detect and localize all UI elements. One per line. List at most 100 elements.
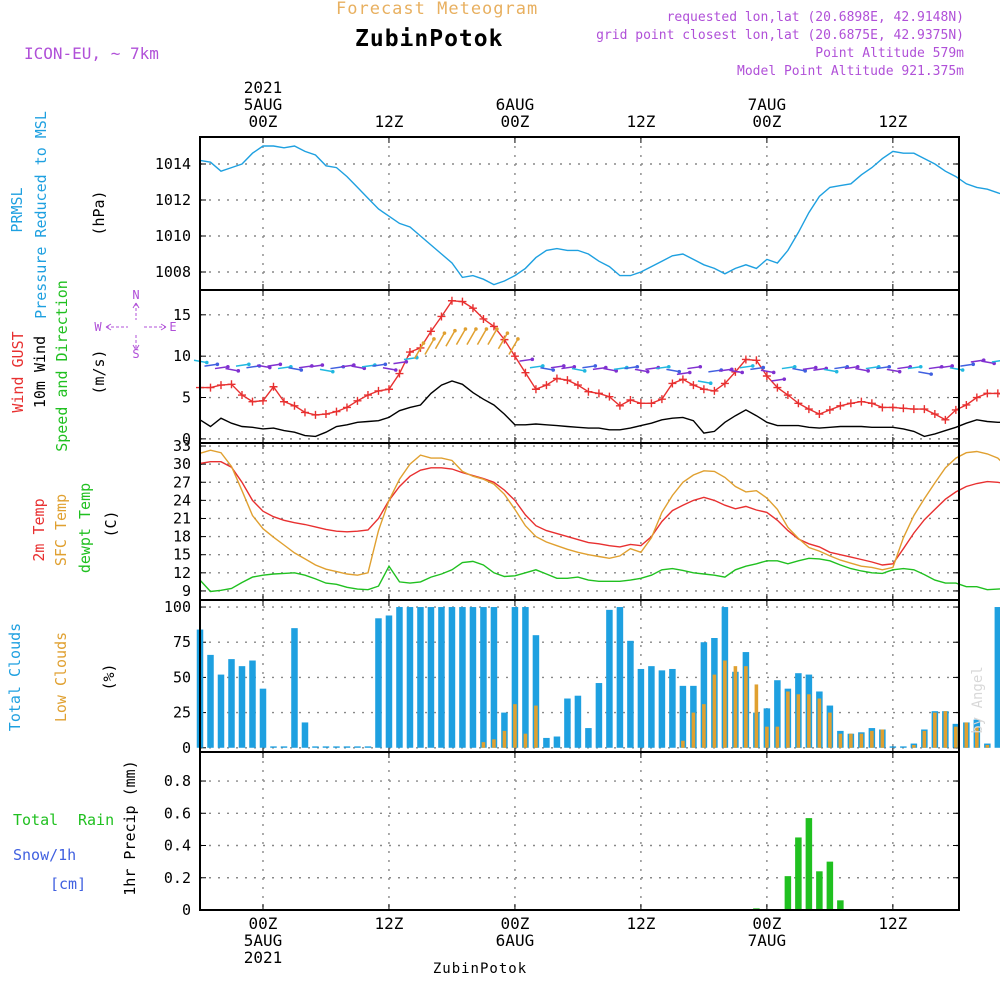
wind-arrow	[760, 369, 774, 374]
bar-0	[774, 680, 781, 748]
bar-0	[501, 712, 508, 748]
bar-1	[912, 744, 916, 748]
gust-marker	[878, 403, 887, 412]
gust-marker	[353, 396, 362, 405]
y-tick-label: 1014	[155, 155, 191, 173]
bar-0	[238, 666, 246, 748]
gust-marker	[804, 405, 813, 414]
wind-arrow-head	[393, 368, 398, 372]
bar-0	[301, 722, 309, 748]
bar-0	[459, 607, 466, 748]
bar-1	[922, 730, 927, 748]
temp-label-sfc: SFC Temp	[52, 494, 70, 566]
wind-arrow	[529, 365, 543, 369]
bar-0	[228, 659, 235, 748]
time-label-top: 12Z	[375, 112, 404, 131]
bar-1	[502, 730, 507, 748]
gust-marker	[468, 304, 477, 313]
gust-marker	[668, 379, 677, 388]
wind-arrow	[834, 366, 848, 370]
wind-arrow	[540, 367, 554, 371]
bar-1	[702, 704, 706, 748]
gust-marker	[888, 403, 897, 412]
gust-marker	[510, 352, 519, 361]
bar-0	[816, 871, 823, 910]
panel-pressure: 1008 1010 1012 1014	[155, 136, 1000, 291]
time-label-bottom: 12Z	[375, 914, 404, 933]
pressure-label-desc: Pressure Reduced to MSL	[32, 111, 50, 319]
series-line-2	[199, 557, 1000, 593]
wind-arrow-head	[404, 359, 409, 364]
wind-arrow-head	[666, 364, 671, 369]
bar-0	[900, 746, 907, 748]
wind-arrow	[204, 363, 218, 367]
bar-0	[574, 695, 582, 748]
bar-1	[754, 684, 759, 748]
y-tick-label: 75	[173, 633, 191, 651]
y-tick-label: 0.2	[164, 869, 191, 887]
bar-1	[796, 694, 801, 748]
bar-0	[270, 746, 277, 748]
y-tick-label: 18	[173, 528, 191, 546]
gust-marker	[573, 381, 582, 390]
wind-arrow-head	[813, 365, 818, 370]
wind-arrow	[991, 360, 1000, 363]
bar-0	[679, 685, 687, 748]
wind-arrow	[571, 367, 585, 372]
wind-arrow	[739, 365, 753, 369]
y-tick-label: 24	[173, 491, 191, 509]
bar-1	[838, 733, 843, 748]
bar-0	[396, 607, 403, 748]
wind-arrow-head	[866, 369, 870, 373]
y-tick-label: 1010	[155, 227, 191, 245]
bar-0	[406, 607, 414, 748]
time-label-bottom: 7AUG	[748, 931, 787, 950]
gust-marker	[920, 405, 929, 414]
bar-0	[795, 837, 802, 910]
gust-marker	[741, 355, 750, 364]
wind-arrow	[655, 366, 669, 370]
gust-marker	[647, 399, 656, 408]
y-tick-label: 0	[182, 430, 191, 448]
gust-marker	[689, 381, 698, 390]
gust-marker	[720, 379, 729, 388]
gust-marker	[584, 387, 593, 396]
panel-frame	[199, 442, 960, 601]
bar-0	[637, 668, 645, 748]
bar-0	[700, 642, 708, 748]
bar-1	[933, 712, 937, 748]
bar-1	[859, 733, 864, 748]
wind-arrow-head	[505, 331, 510, 335]
wind-arrow	[792, 367, 806, 372]
time-label-bottom: 00Z	[752, 914, 781, 933]
wind-arrow-head	[205, 360, 209, 365]
gust-marker	[248, 397, 257, 406]
series-line-1	[199, 380, 1000, 438]
gust-marker	[374, 386, 383, 395]
wind-arrow	[267, 363, 281, 367]
panel-precip: 0 0.2 0.4 0.6 0.8	[164, 751, 960, 919]
wind-arrow	[802, 366, 816, 371]
gust-marker	[962, 400, 971, 409]
gust-marker	[384, 385, 393, 394]
bar-0	[616, 607, 624, 748]
bar-0	[385, 615, 393, 748]
gust-marker	[836, 401, 845, 410]
gust-marker	[363, 391, 372, 400]
bar-0	[333, 746, 340, 748]
time-label-bottom: 2021	[244, 948, 283, 967]
gust-marker	[258, 396, 267, 405]
bar-1	[954, 726, 958, 748]
bar-0	[448, 607, 456, 748]
gust-marker	[699, 385, 708, 394]
wind-arrow	[771, 378, 785, 382]
wind-arrow	[434, 332, 446, 350]
wind-label-gust: Wind GUST	[9, 331, 27, 412]
bar-0	[994, 607, 1000, 748]
gust-marker	[983, 389, 992, 398]
gust-marker	[531, 385, 540, 394]
cloud-label-unit: (%)	[100, 663, 118, 690]
wind-arrow-head	[442, 331, 447, 335]
wind-label-speed: 10m Wind	[31, 336, 49, 408]
